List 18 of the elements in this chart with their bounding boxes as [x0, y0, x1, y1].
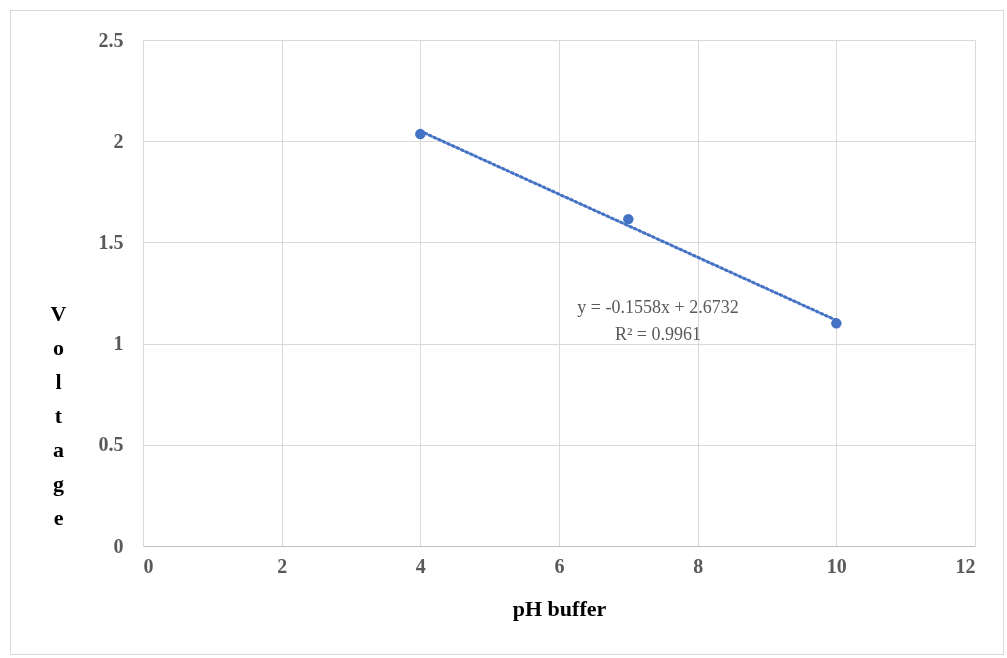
y-tick-label: 2: [113, 129, 124, 152]
y-tick-label: 2.5: [98, 28, 124, 51]
y-tick-label: 1: [113, 332, 124, 355]
x-tick-label: 6: [554, 554, 565, 577]
x-tick-label: 8: [693, 554, 704, 577]
x-tick-label: 2: [277, 554, 288, 577]
y-tick-label: 0: [113, 534, 124, 557]
y-tick-label: 1.5: [98, 230, 124, 253]
y-tick-label: 0.5: [98, 433, 124, 456]
x-axis-title: pH buffer: [512, 595, 607, 621]
point: [623, 213, 634, 225]
y-axis-title: Voltage: [50, 300, 67, 530]
annotation: y = -0.1558x + 2.6732: [577, 297, 739, 317]
x-tick-label: 4: [415, 554, 426, 577]
x-tick-label: 12: [955, 554, 976, 577]
x-tick-label: 10: [826, 554, 847, 577]
annotation: R² = 0.9961: [614, 324, 702, 344]
x-tick-label: 0: [143, 554, 154, 577]
